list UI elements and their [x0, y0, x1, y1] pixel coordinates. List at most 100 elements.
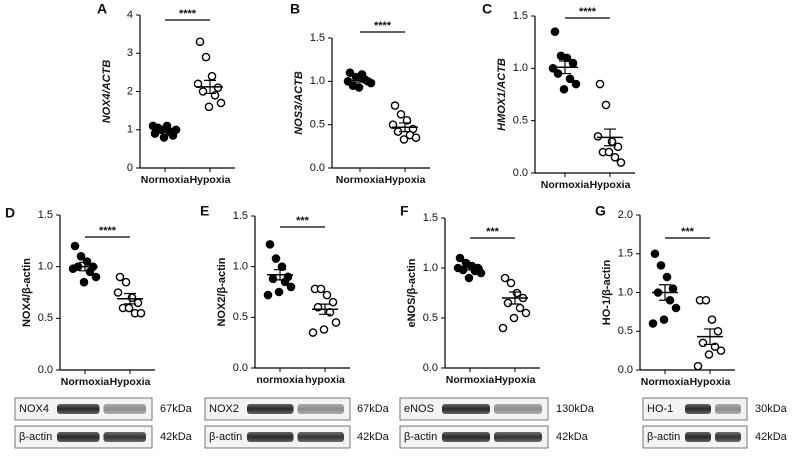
- x-tick-label: Normoxia: [446, 374, 495, 386]
- blot-row: eNOS 130kDa: [399, 397, 595, 421]
- data-point: [271, 254, 281, 263]
- data-point: [195, 37, 205, 47]
- data-point: [399, 135, 409, 144]
- y-tick-label: 0: [127, 162, 133, 174]
- x-tick-label: Hypoxia: [110, 376, 151, 388]
- data-point: [601, 100, 611, 110]
- data-point: [656, 261, 666, 270]
- panel-letter: C: [482, 1, 492, 17]
- error-bar: [659, 284, 671, 301]
- data-point: [396, 109, 406, 119]
- data-point: [411, 133, 421, 142]
- blot-row: β-actin 42kDa: [204, 425, 390, 449]
- data-point: [201, 52, 211, 62]
- blot-protein-label: NOX4: [19, 403, 49, 415]
- blot-size-label: 42kDa: [755, 431, 788, 443]
- y-tick-label: 0.5: [233, 311, 248, 323]
- x-tick-label: Normoxia: [61, 376, 110, 388]
- data-point: [316, 284, 326, 294]
- data-point: [616, 158, 626, 167]
- blot-size-label: 130kDa: [556, 403, 595, 415]
- data-point: [506, 278, 516, 288]
- data-point: [659, 315, 669, 324]
- data-point: [171, 125, 181, 135]
- data-point: [704, 350, 714, 359]
- data-point: [115, 272, 125, 282]
- data-point: [571, 79, 581, 89]
- error-bar: [509, 291, 521, 305]
- data-point: [308, 328, 318, 337]
- error-bar: [704, 328, 716, 346]
- blot-band: [297, 432, 344, 442]
- y-tick-label: 0.0: [513, 167, 528, 179]
- data-point: [701, 295, 711, 305]
- y-tick-label: 3: [127, 47, 133, 59]
- x-tick-label: Hypoxia: [190, 174, 231, 186]
- x-tick-label: Hypoxia: [385, 174, 426, 186]
- blot-row: NOX2 67kDa: [204, 397, 390, 421]
- blot-band: [247, 432, 294, 442]
- blot-band: [494, 404, 542, 414]
- x-tick-label: Hypoxia: [495, 374, 536, 386]
- y-tick-label: 0.5: [38, 312, 53, 324]
- data-point: [216, 98, 226, 108]
- x-tick-label: Hypoxia: [690, 376, 731, 388]
- blot-size-label: 67kDa: [357, 403, 390, 415]
- y-tick-label: 1.5: [233, 210, 248, 222]
- y-tick-label: 2.0: [618, 209, 633, 221]
- data-point: [716, 346, 726, 355]
- data-point: [345, 68, 355, 77]
- data-point: [604, 147, 614, 157]
- data-point: [698, 338, 708, 348]
- data-point: [124, 303, 134, 313]
- data-point: [70, 241, 80, 251]
- y-tick-label: 0.0: [618, 364, 633, 376]
- data-point: [548, 64, 558, 73]
- blot-size-label: 42kDa: [160, 431, 193, 443]
- data-point: [322, 290, 332, 300]
- data-point: [503, 298, 513, 308]
- data-point: [198, 87, 208, 96]
- data-point: [113, 288, 123, 297]
- y-tick-label: 1.5: [310, 32, 325, 44]
- blot-protein-label: HO-1: [647, 403, 673, 415]
- y-tick-label: 0.0: [423, 362, 438, 374]
- x-tick-label: Hypoxia: [590, 179, 631, 191]
- blot-band: [442, 432, 490, 442]
- data-point: [133, 298, 143, 308]
- data-point: [274, 287, 284, 297]
- data-point: [650, 249, 660, 259]
- blot-size-label: 67kDa: [160, 403, 193, 415]
- data-point: [648, 319, 658, 328]
- error-bar: [79, 261, 91, 272]
- significance-label: ****: [99, 225, 117, 237]
- y-tick-label: 0.5: [310, 119, 325, 131]
- data-point: [595, 79, 605, 89]
- data-point: [263, 290, 273, 300]
- y-tick-label: 1.5: [513, 10, 528, 22]
- error-bar: [464, 265, 476, 271]
- data-point: [565, 74, 575, 84]
- significance-label: ***: [296, 215, 310, 227]
- blot-row: β-actin 42kDa: [642, 425, 788, 449]
- blot-protein-label: eNOS: [404, 403, 434, 415]
- data-point: [662, 272, 672, 282]
- blot-band: [494, 432, 542, 442]
- data-point: [85, 267, 95, 277]
- y-axis-label: eNOS/β-actin: [406, 258, 418, 327]
- blot-band: [57, 404, 100, 414]
- blot-protein-label: β-actin: [209, 431, 242, 443]
- data-point: [343, 77, 353, 86]
- data-point: [366, 78, 376, 88]
- data-point: [613, 142, 623, 152]
- y-tick-label: 0.5: [618, 325, 633, 337]
- blot-protein-label: β-actin: [404, 431, 437, 443]
- y-tick-label: 0.5: [423, 312, 438, 324]
- data-point: [210, 91, 220, 100]
- error-bar: [159, 128, 171, 134]
- blot-row: β-actin 42kDa: [399, 425, 589, 449]
- blot-band: [685, 404, 711, 414]
- data-point: [390, 101, 400, 110]
- blot-row: β-actin 42kDa: [14, 425, 193, 449]
